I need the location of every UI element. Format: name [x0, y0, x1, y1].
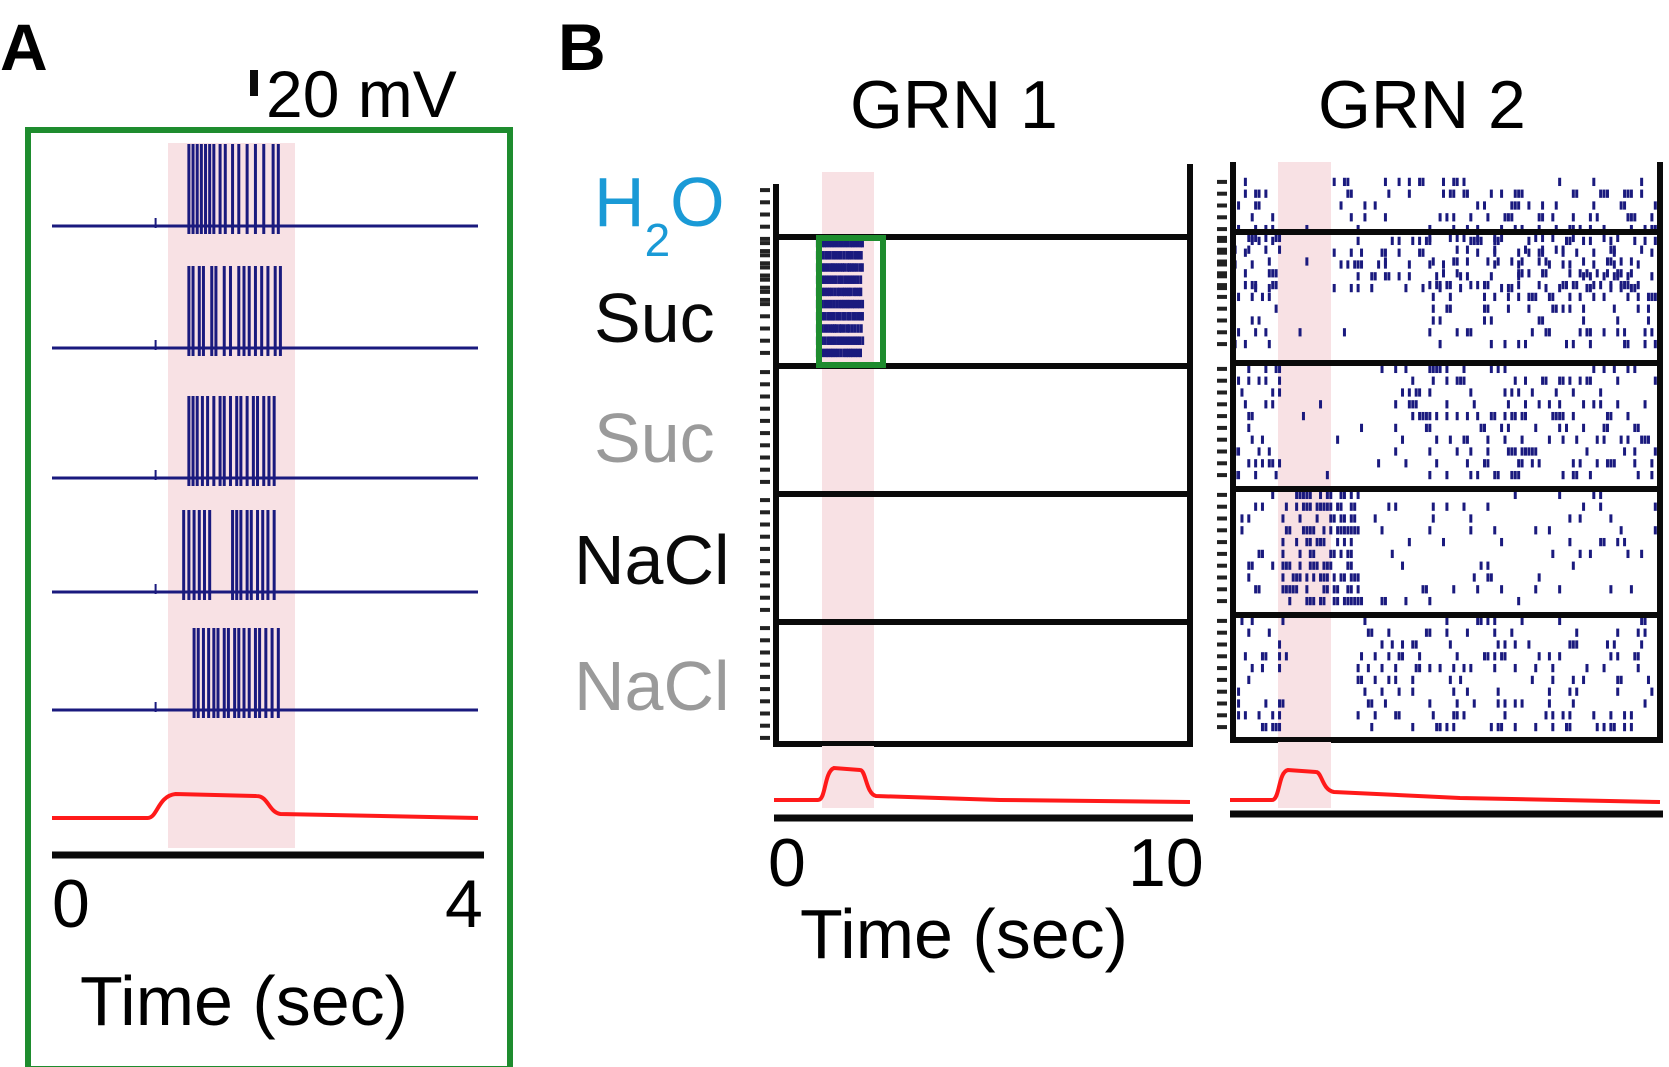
row-label-suc-dark: Suc — [594, 279, 715, 357]
grn1-x-axis-label: Time (sec) — [800, 895, 1128, 973]
grn1-stimulus-trace — [774, 765, 1191, 804]
grn1-trial-ticks — [760, 188, 770, 740]
water-o: O — [670, 163, 724, 241]
grn2-stimulus-window — [1278, 162, 1331, 744]
grn2-stimulus-trace — [1230, 767, 1661, 804]
grn1-x-tick-0: 0 — [768, 825, 806, 901]
grn2-trial-ticks — [1217, 179, 1227, 730]
row-label-nacl-dark: NaCl — [574, 521, 730, 599]
grn1-title: GRN 1 — [850, 67, 1058, 143]
stimulus-trace — [52, 791, 479, 820]
panel-b-label: B — [558, 10, 606, 84]
stimulus-window — [168, 143, 295, 848]
grn2-stimulus-window-lower — [1278, 742, 1331, 808]
scale-bar-label: 20 mV — [266, 57, 457, 131]
voltage-traces — [52, 144, 478, 718]
panel-a: A 20 mV 0 4 Time (sec) — [0, 10, 513, 1067]
x-tick-label-4: 4 — [445, 866, 483, 942]
x-tick-label-0: 0 — [52, 866, 90, 942]
row-label-suc-gray: Suc — [594, 399, 715, 477]
grn2-raster — [1233, 177, 1657, 732]
water-subscript: 2 — [645, 214, 671, 266]
water-h: H — [594, 163, 645, 241]
panel-a-frame — [25, 127, 513, 1067]
panel-b: B GRN 1 GRN 2 H2O Suc Suc NaCl NaCl 0 10… — [558, 10, 1663, 973]
grn1-x-tick-10: 10 — [1128, 825, 1204, 901]
scale-bar-mark — [250, 70, 258, 96]
grn2-title: GRN 2 — [1318, 67, 1526, 143]
row-label-nacl-gray: NaCl — [574, 647, 730, 725]
grn2-frame — [1230, 162, 1663, 743]
x-axis-label: Time (sec) — [80, 962, 408, 1040]
panel-a-label: A — [0, 10, 48, 84]
grn1-highlight-box — [816, 235, 886, 368]
row-label-water: H2O — [594, 163, 725, 266]
